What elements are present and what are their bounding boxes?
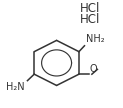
Text: H₂N: H₂N <box>6 82 25 92</box>
Text: NH₂: NH₂ <box>86 34 104 44</box>
Text: O: O <box>89 64 97 74</box>
Text: HCl: HCl <box>80 2 100 15</box>
Text: HCl: HCl <box>80 14 100 26</box>
